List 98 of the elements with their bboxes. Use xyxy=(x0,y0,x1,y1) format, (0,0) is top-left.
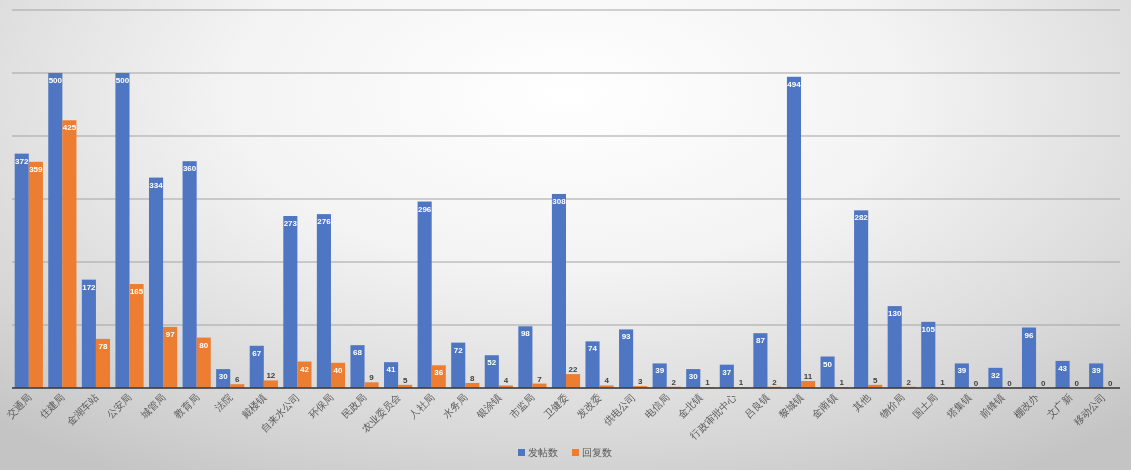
data-label: 39 xyxy=(655,366,665,376)
data-label: 5 xyxy=(873,375,879,385)
data-label: 72 xyxy=(453,345,464,355)
x-tick-label: 交通局 xyxy=(4,391,34,421)
data-label: 500 xyxy=(115,76,130,85)
x-tick-label: 卫健委 xyxy=(541,391,571,421)
data-label: 1 xyxy=(738,378,744,388)
x-tick-label: 前锋镇 xyxy=(977,391,1007,421)
data-label: 30 xyxy=(688,372,699,382)
x-tick-label: 供电公司 xyxy=(601,391,638,428)
data-label: 2 xyxy=(772,377,778,387)
data-label: 8 xyxy=(470,373,476,383)
data-label: 359 xyxy=(29,164,44,174)
data-label: 68 xyxy=(353,348,363,358)
data-label: 105 xyxy=(921,324,936,334)
x-tick-label: 住建局 xyxy=(37,391,67,421)
data-label: 30 xyxy=(218,372,229,382)
data-label: 2 xyxy=(671,377,677,387)
x-tick-label: 城管局 xyxy=(137,391,168,422)
x-tick-label: 水务局 xyxy=(440,391,470,421)
data-label: 7 xyxy=(537,374,543,384)
data-label: 9 xyxy=(369,373,375,383)
data-label: 11 xyxy=(803,372,813,382)
data-label: 39 xyxy=(1091,366,1102,376)
x-tick-label: 法院 xyxy=(212,391,235,414)
data-label: 360 xyxy=(182,164,197,174)
x-tick-label: 国土局 xyxy=(910,391,940,421)
x-tick-label: 银涂镇 xyxy=(473,391,504,422)
x-tick-label: 金南镇 xyxy=(810,391,840,421)
data-label: 1 xyxy=(839,378,845,388)
data-label: 1 xyxy=(705,378,711,388)
data-label: 276 xyxy=(317,217,332,227)
data-label: 3 xyxy=(637,377,643,387)
data-label: 93 xyxy=(621,332,632,342)
data-label: 0 xyxy=(973,379,979,388)
data-label: 36 xyxy=(434,368,444,378)
data-label: 5 xyxy=(402,375,408,385)
data-label: 39 xyxy=(957,366,967,376)
data-label: 1 xyxy=(940,378,946,388)
x-tick-label: 电信局 xyxy=(642,391,672,421)
data-label: 50 xyxy=(823,359,833,369)
data-label: 308 xyxy=(552,196,567,206)
data-label: 0 xyxy=(1007,379,1013,388)
data-label: 130 xyxy=(888,309,902,319)
data-label: 12 xyxy=(266,371,276,381)
data-label: 425 xyxy=(62,123,77,133)
data-label: 32 xyxy=(990,370,1001,380)
legend-label: 回复数 xyxy=(582,447,612,458)
data-label: 97 xyxy=(165,329,176,339)
data-label: 87 xyxy=(755,336,766,346)
x-tick-label: 金湖车站 xyxy=(64,391,101,428)
data-label: 0 xyxy=(1074,379,1080,388)
data-label: 42 xyxy=(299,364,310,374)
x-tick-label: 民政局 xyxy=(339,391,369,421)
x-tick-label: 环保局 xyxy=(306,391,336,421)
x-tick-label: 其他 xyxy=(850,391,873,414)
data-label: 52 xyxy=(487,358,497,368)
data-label: 165 xyxy=(129,287,144,297)
legend-label: 发帖数 xyxy=(528,447,558,458)
legend-item: 发帖数 xyxy=(518,447,558,458)
data-label: 494 xyxy=(787,79,802,89)
data-label: 2 xyxy=(906,377,912,387)
data-label: 334 xyxy=(149,180,164,190)
data-label: 273 xyxy=(283,219,298,229)
data-label: 172 xyxy=(82,282,97,292)
data-label: 0 xyxy=(1108,379,1114,388)
legend-item: 回复数 xyxy=(572,447,612,458)
data-label: 22 xyxy=(568,365,579,375)
x-tick-label: 吕良镇 xyxy=(742,391,772,421)
data-label: 40 xyxy=(333,365,344,375)
x-tick-label: 公安局 xyxy=(104,391,134,421)
x-tick-label: 戴楼镇 xyxy=(239,391,269,421)
x-tick-label: 物价局 xyxy=(877,391,907,421)
x-tick-label: 棚改办 xyxy=(1011,391,1041,421)
data-label: 41 xyxy=(386,365,397,375)
data-label: 296 xyxy=(417,204,432,214)
data-label: 4 xyxy=(604,376,610,386)
data-label: 37 xyxy=(722,367,732,377)
data-label: 80 xyxy=(199,340,209,350)
x-tick-label: 金北镇 xyxy=(675,391,705,421)
x-tick-label: 市监局 xyxy=(507,391,537,421)
x-tick-label: 人社局 xyxy=(407,391,437,421)
x-tick-label: 发改委 xyxy=(575,391,604,421)
data-label: 98 xyxy=(520,329,531,339)
data-label: 43 xyxy=(1058,363,1068,373)
data-label: 78 xyxy=(98,341,108,351)
x-tick-label: 黎城镇 xyxy=(776,391,806,421)
data-label: 6 xyxy=(235,375,241,385)
data-label: 74 xyxy=(588,344,598,354)
x-tick-label: 教育局 xyxy=(172,391,202,421)
data-label: 96 xyxy=(1024,330,1035,340)
data-label: 282 xyxy=(854,213,869,223)
data-label: 67 xyxy=(252,348,262,358)
data-label: 500 xyxy=(48,76,63,85)
data-label: 0 xyxy=(1040,379,1046,388)
x-tick-label: 塔集镇 xyxy=(943,391,974,422)
data-label: 4 xyxy=(503,376,509,386)
data-label: 372 xyxy=(15,156,29,166)
